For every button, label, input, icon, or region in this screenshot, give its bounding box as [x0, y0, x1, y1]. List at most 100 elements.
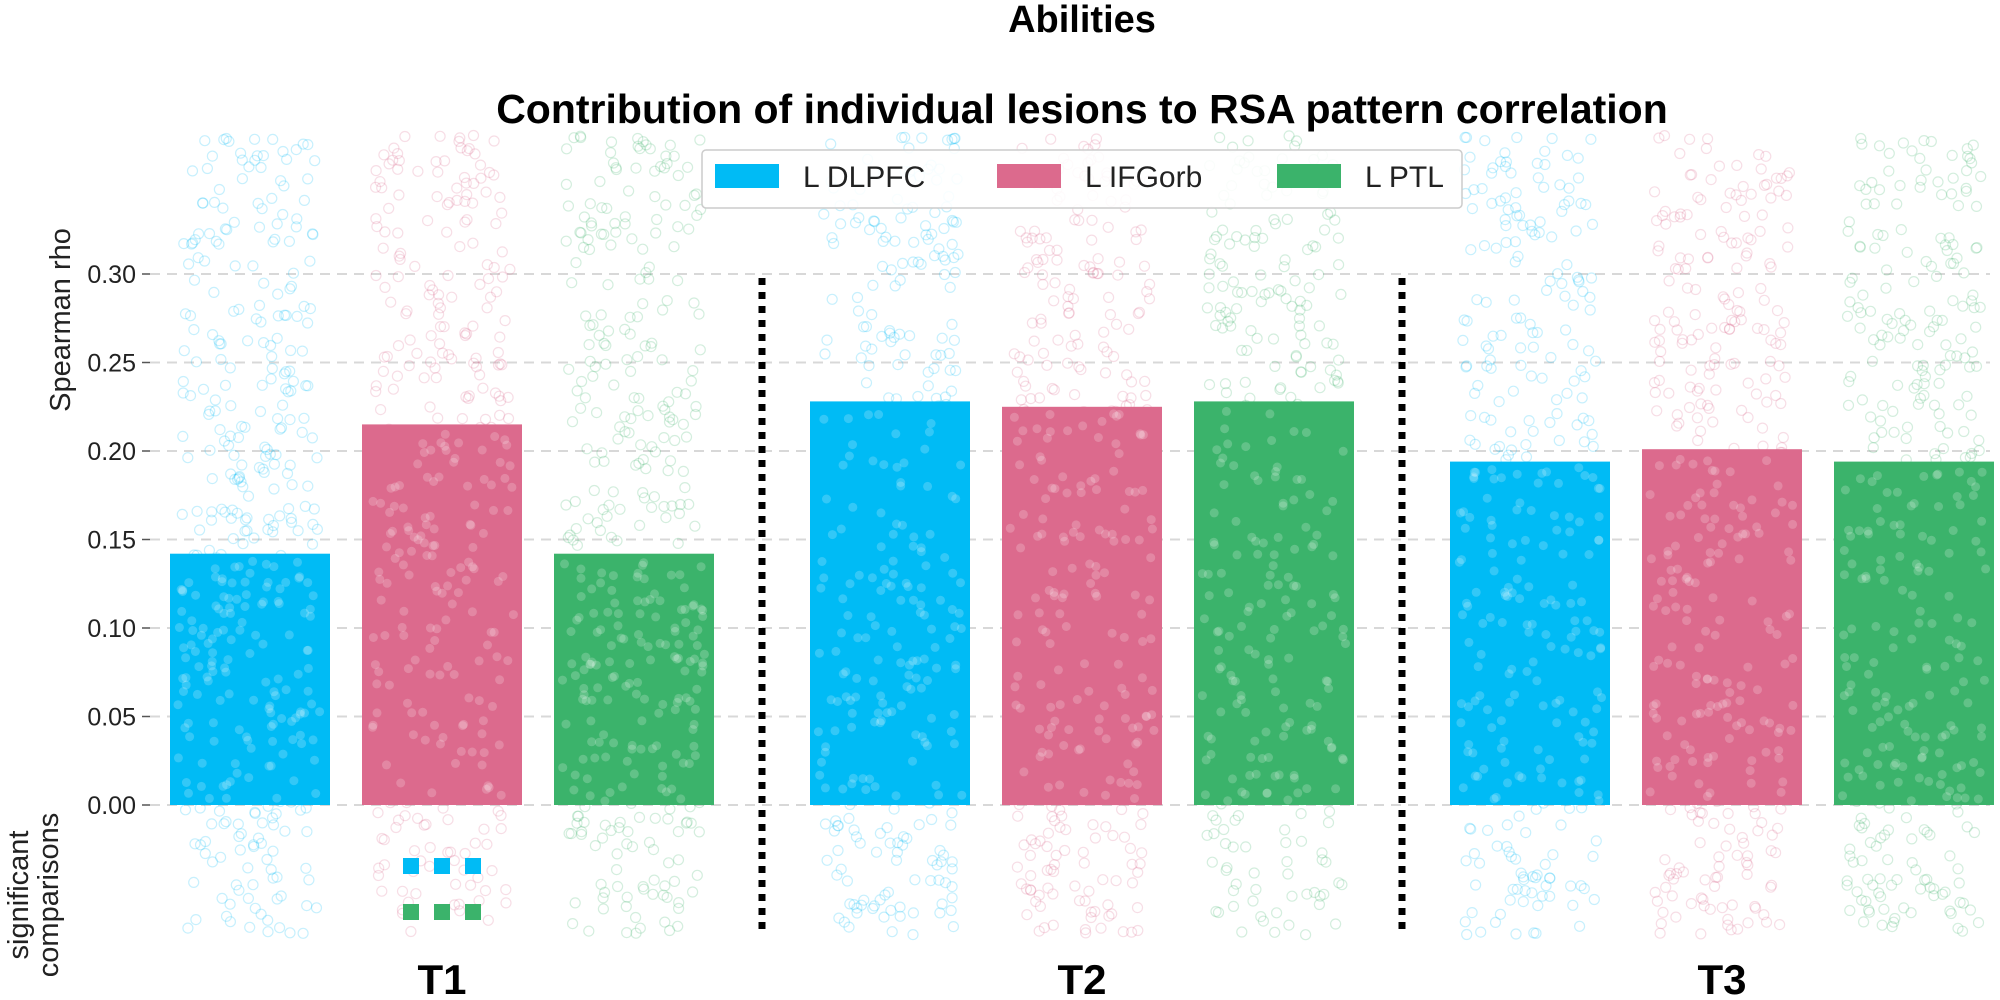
- scatter-point: [204, 405, 216, 417]
- bar-dot: [1512, 505, 1522, 515]
- scatter-point: [436, 347, 449, 359]
- bar-dot: [1074, 745, 1084, 755]
- scatter-point: [1218, 823, 1230, 836]
- scatter-point: [1764, 355, 1777, 367]
- scatter-point: [1709, 353, 1721, 365]
- scatter-point: [392, 227, 404, 239]
- bar-dot: [698, 611, 708, 621]
- group-label-t1: T1: [417, 956, 466, 1000]
- bar-dot: [1464, 637, 1474, 647]
- bar-dot: [1305, 490, 1315, 499]
- scatter-point: [1309, 241, 1322, 253]
- scatter-point: [1897, 137, 1910, 149]
- scatter-point: [579, 392, 592, 404]
- scatter-point: [467, 320, 479, 332]
- bar-dot: [652, 741, 662, 751]
- scatter-point: [1674, 252, 1687, 264]
- scatter-point: [1505, 851, 1518, 863]
- bar-dot: [368, 496, 378, 506]
- bar-dot: [440, 441, 450, 451]
- bar-dot: [698, 658, 707, 668]
- bar-dot: [921, 561, 931, 571]
- scatter-point: [939, 254, 951, 266]
- bar-dot: [265, 701, 275, 711]
- bar-dot: [692, 684, 702, 694]
- scatter-point: [284, 459, 296, 471]
- bar-dot: [1546, 595, 1556, 605]
- scatter-point: [309, 155, 321, 167]
- scatter-point: [430, 372, 442, 384]
- bar-dot: [1872, 471, 1882, 481]
- scatter-point: [1527, 425, 1539, 437]
- bar-dot: [868, 456, 878, 466]
- bar-dot: [560, 559, 569, 569]
- bar-dot: [184, 788, 193, 798]
- legend-swatch: [715, 164, 779, 188]
- scatter-point: [1918, 389, 1930, 401]
- scatter-point: [215, 338, 227, 350]
- scatter-point: [391, 370, 403, 382]
- scatter-point: [1514, 342, 1527, 354]
- bar-dot: [1844, 687, 1854, 697]
- scatter-point: [1301, 888, 1313, 900]
- bar-dot: [368, 722, 378, 732]
- bar-dot: [1134, 535, 1144, 545]
- bar-dot: [848, 502, 858, 512]
- scatter-point: [461, 328, 473, 340]
- bar-dot: [1209, 508, 1219, 518]
- scatter-point: [1741, 868, 1753, 881]
- scatter-point: [1230, 878, 1242, 890]
- bar-dot: [838, 594, 848, 604]
- scatter-point: [848, 898, 860, 911]
- bar-dot: [1684, 577, 1694, 587]
- scatter-point: [266, 350, 278, 363]
- scatter-point: [863, 360, 875, 372]
- bar-dot: [1076, 488, 1086, 498]
- bar-dot: [1765, 718, 1775, 728]
- bar-dot: [837, 628, 846, 638]
- bar-dot: [1212, 445, 1222, 455]
- scatter-point: [266, 192, 278, 204]
- bar-dot: [1268, 561, 1278, 571]
- scatter-point: [370, 380, 382, 392]
- scatter-point: [1974, 301, 1986, 313]
- scatter-point: [1268, 214, 1280, 226]
- bar-dot: [225, 603, 235, 613]
- bar-dot: [213, 627, 223, 637]
- scatter-point: [378, 834, 390, 846]
- scatter-point: [1080, 927, 1092, 939]
- scatter-point: [944, 281, 956, 293]
- bar-dot: [1554, 478, 1563, 488]
- bar-dot: [281, 577, 291, 587]
- scatter-point: [1710, 871, 1722, 884]
- scatter-point: [235, 147, 247, 159]
- bar-dot: [920, 444, 930, 454]
- bar-dot: [1747, 756, 1757, 766]
- bar-dot: [1786, 725, 1796, 735]
- scatter-point: [370, 181, 382, 193]
- scatter-point: [610, 863, 623, 876]
- scatter-point: [1505, 444, 1518, 456]
- scatter-point: [843, 921, 855, 933]
- bar-dot: [388, 526, 397, 536]
- bar-dot: [1663, 550, 1673, 560]
- bar-dot: [608, 571, 618, 581]
- bar-dot: [1136, 430, 1146, 440]
- scatter-point: [1047, 865, 1060, 878]
- scatter-point: [1472, 379, 1484, 392]
- scatter-point: [434, 338, 446, 350]
- scatter-point: [583, 243, 596, 256]
- scatter-point: [1225, 312, 1237, 324]
- scatter-point: [1967, 289, 1979, 301]
- bar-dot: [896, 478, 906, 487]
- scatter-point: [267, 519, 279, 532]
- scatter-point: [1539, 858, 1551, 871]
- scatter-point: [469, 148, 481, 160]
- bar-dot: [1100, 568, 1109, 578]
- scatter-point: [494, 331, 506, 343]
- scatter-point: [1873, 184, 1886, 196]
- scatter-point: [1042, 827, 1055, 839]
- scatter-point: [1708, 359, 1720, 371]
- scatter-point: [926, 854, 939, 867]
- bar-dot: [1067, 563, 1077, 573]
